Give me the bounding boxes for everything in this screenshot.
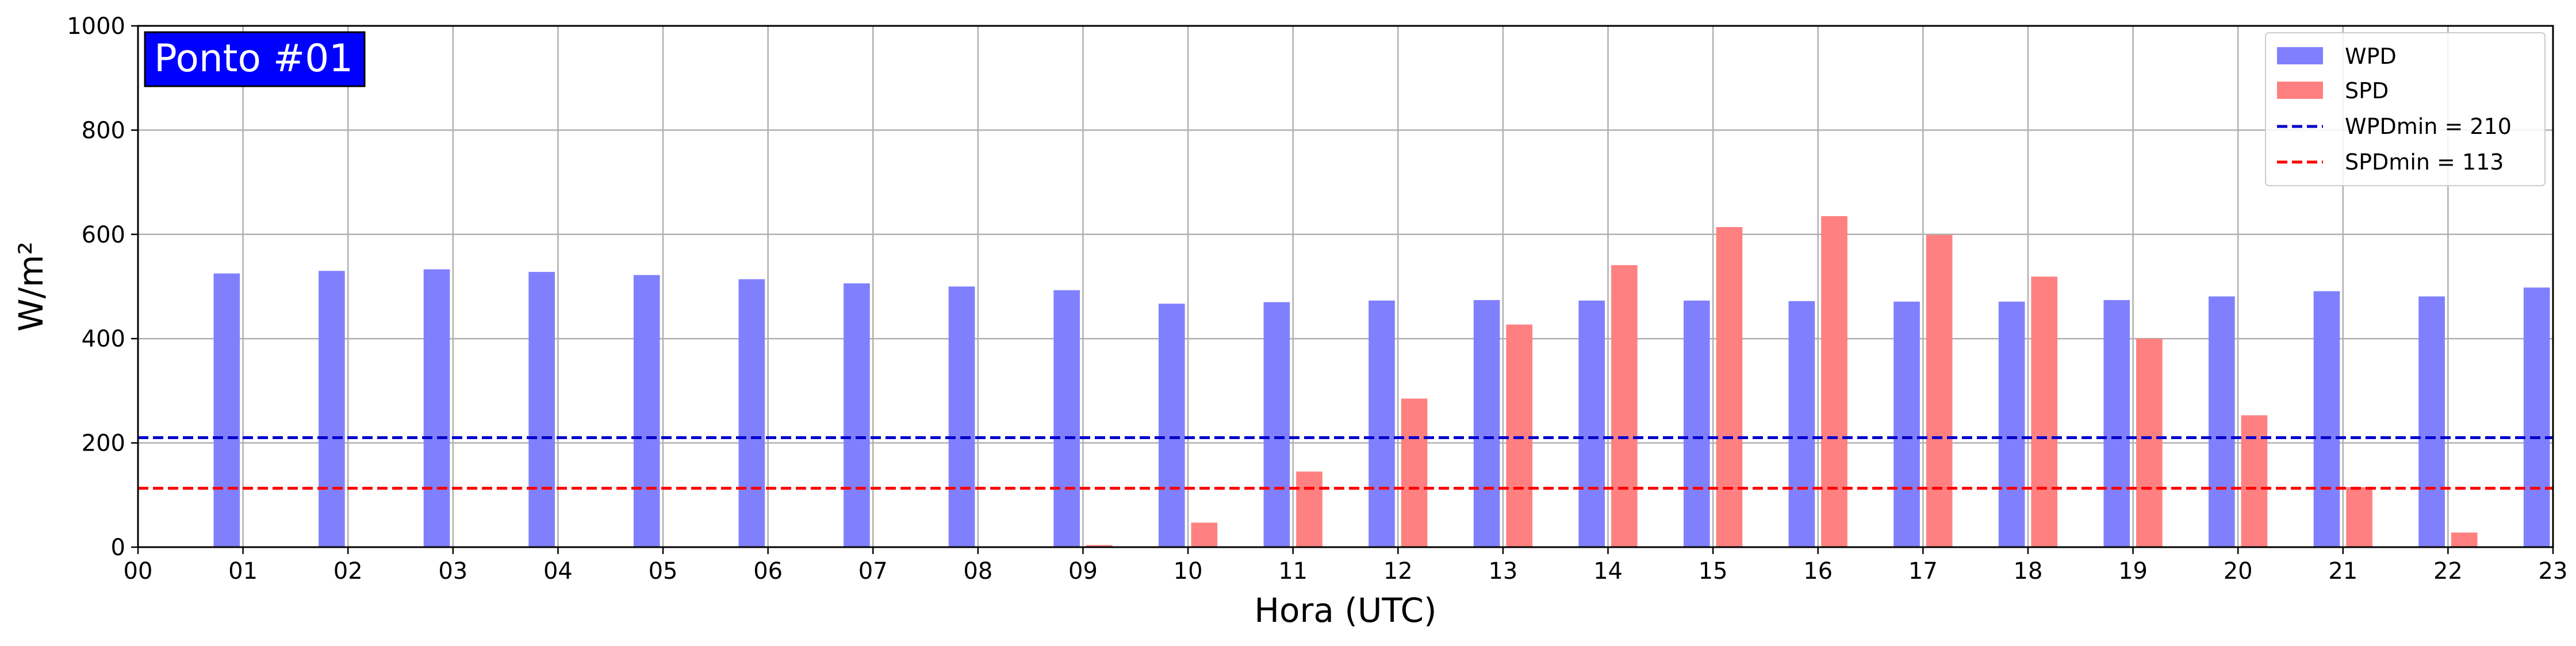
x-tick-label-00: 00: [124, 558, 153, 585]
bar-wpd-02: [319, 271, 345, 547]
bar-wpd-22: [2418, 296, 2445, 547]
y-tick-label-800: 800: [82, 117, 125, 144]
bar-spd-09: [1086, 545, 1113, 547]
x-tick-label-12: 12: [1383, 558, 1413, 585]
x-tick-label-16: 16: [1803, 558, 1833, 585]
x-tick-label-11: 11: [1278, 558, 1308, 585]
legend-box: [2265, 32, 2546, 186]
legend-label-spd: SPD: [2345, 78, 2389, 103]
x-tick-label-18: 18: [2014, 558, 2043, 585]
x-tick-label-03: 03: [438, 558, 467, 585]
y-axis-label: W/m²: [12, 241, 51, 332]
bar-spd-19: [2136, 339, 2163, 547]
y-tick-label-1000: 1000: [67, 13, 125, 40]
x-tick-label-10: 10: [1174, 558, 1203, 585]
y-tick-label-200: 200: [82, 430, 125, 457]
bar-wpd-09: [1053, 290, 1080, 547]
bar-wpd-06: [738, 279, 765, 547]
x-tick-label-07: 07: [858, 558, 888, 585]
y-tick-label-400: 400: [82, 326, 125, 352]
bar-spd-14: [1611, 265, 1638, 547]
x-tick-label-13: 13: [1488, 558, 1517, 585]
bar-wpd-20: [2209, 296, 2235, 547]
bar-wpd-10: [1158, 303, 1185, 547]
bar-spd-17: [1926, 234, 1953, 547]
plot-frame: [137, 25, 2554, 548]
bar-wpd-03: [423, 269, 450, 547]
badge-label: Ponto #01: [154, 36, 353, 80]
x-tick-label-17: 17: [1908, 558, 1938, 585]
bar-wpd-16: [1788, 301, 1815, 547]
bar-spd-22: [2451, 532, 2478, 547]
legend: WPD SPD WPDmin = 210 SPDmin = 113: [2265, 32, 2546, 186]
bars-group: [213, 216, 2550, 547]
x-tick-label-05: 05: [649, 558, 678, 585]
bar-wpd-23: [2523, 287, 2550, 547]
y-tick-label-600: 600: [82, 222, 125, 248]
x-tick-label-15: 15: [1699, 558, 1728, 585]
bar-wpd-04: [528, 272, 555, 547]
bar-spd-13: [1506, 324, 1533, 547]
bar-spd-21: [2346, 487, 2372, 547]
bar-spd-18: [2031, 276, 2058, 547]
x-tick-label-06: 06: [753, 558, 783, 585]
bar-wpd-21: [2313, 291, 2340, 547]
x-tick-label-09: 09: [1068, 558, 1098, 585]
bar-wpd-12: [1368, 300, 1395, 547]
bar-spd-11: [1296, 471, 1322, 547]
x-axis-label: Hora (UTC): [1254, 591, 1436, 630]
bar-wpd-17: [1893, 301, 1920, 547]
bar-spd-16: [1821, 216, 1847, 547]
legend-swatch-spd: [2277, 82, 2323, 99]
x-tick-label-20: 20: [2224, 558, 2253, 585]
legend-label-spdmin: SPDmin = 113: [2345, 149, 2504, 175]
bar-wpd-07: [844, 283, 870, 547]
bar-wpd-11: [1263, 302, 1290, 547]
badge-box: [144, 31, 366, 87]
x-tick-label-22: 22: [2433, 558, 2463, 585]
bar-wpd-15: [1684, 300, 1710, 547]
y-tick-label-0: 0: [111, 535, 125, 561]
x-tick-label-23: 23: [2539, 558, 2568, 585]
bar-wpd-01: [213, 273, 240, 547]
bar-spd-20: [2241, 415, 2268, 547]
bar-wpd-05: [633, 275, 660, 547]
bar-spd-15: [1716, 227, 1743, 547]
bar-wpd-14: [1578, 300, 1605, 547]
x-tick-label-08: 08: [963, 558, 992, 585]
ticks-group: 00 01 02 03 04 05 06 07 08 09 10 11 12 13 14 15 16 17 18 19…: [67, 13, 2567, 585]
reference-lines-group: [138, 436, 2553, 490]
bar-wpd-13: [1473, 300, 1500, 547]
grid-lines: [137, 25, 2554, 548]
x-tick-label-04: 04: [543, 558, 573, 585]
x-tick-label-19: 19: [2118, 558, 2148, 585]
legend-label-wpd: WPD: [2345, 44, 2397, 69]
x-tick-label-01: 01: [228, 558, 258, 585]
badge: Ponto #01: [144, 31, 366, 87]
bar-wpd-18: [1998, 301, 2025, 547]
x-tick-label-14: 14: [1593, 558, 1623, 585]
x-tick-label-21: 21: [2328, 558, 2358, 585]
legend-label-wpdmin: WPDmin = 210: [2345, 114, 2512, 139]
x-tick-label-02: 02: [334, 558, 363, 585]
bar-wpd-19: [2103, 300, 2130, 547]
legend-swatch-wpd: [2277, 47, 2323, 64]
bar-wpd-08: [948, 286, 975, 547]
bar-spd-10: [1191, 522, 1218, 547]
bar-spd-12: [1401, 398, 1428, 547]
